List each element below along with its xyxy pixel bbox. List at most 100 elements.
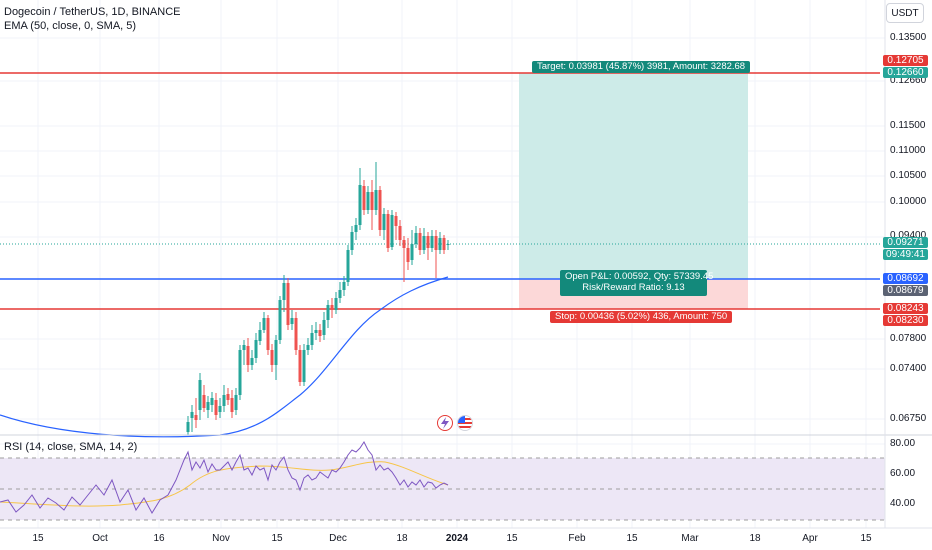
candle-body (294, 318, 298, 350)
candle-body (214, 400, 218, 415)
lightning-icon[interactable] (437, 415, 453, 431)
candle-body (434, 236, 438, 250)
price-axis-label: 0.12660 (890, 75, 927, 86)
candle-body (266, 318, 270, 350)
candle-body (302, 350, 306, 382)
candle-body (342, 282, 346, 290)
stop-line-price-tag: 0.08243 (883, 303, 928, 314)
candle-body (442, 238, 446, 250)
candle-body (254, 340, 258, 358)
candle-body (282, 283, 286, 300)
target-label[interactable]: Target: 0.03981 (45.87%) 3981, Amount: 3… (532, 61, 751, 73)
candle-body (426, 236, 430, 248)
candle-body (274, 340, 278, 365)
price-axis-label: 0.13500 (890, 32, 927, 43)
price-axis-label: 0.07400 (890, 363, 927, 374)
symbol-title[interactable]: Dogecoin / TetherUS, 1D, BINANCE (4, 6, 181, 18)
candle-body (250, 358, 254, 365)
candle-body (406, 248, 410, 262)
candle-body (338, 290, 342, 298)
candle-body (354, 225, 358, 232)
ema-value-tag: 0.08679 (883, 285, 928, 296)
price-axis-label: 0.10500 (890, 170, 927, 181)
candle-body (270, 350, 274, 365)
candle-body (238, 350, 242, 395)
time-axis-label: 15 (626, 533, 638, 544)
time-axis-label: 15 (271, 533, 283, 544)
currency-button[interactable]: USDT (886, 3, 924, 23)
candle-body (222, 395, 226, 406)
time-axis-label: Feb (568, 533, 586, 544)
candle-body (194, 415, 198, 420)
candle-body (374, 190, 378, 210)
candle-body (314, 330, 318, 333)
candle-body (350, 232, 354, 250)
price-axis-label: 0.09400 (890, 230, 927, 241)
time-axis-label: Mar (681, 533, 699, 544)
time-axis-label: 2024 (445, 533, 469, 544)
rsi-legend[interactable]: RSI (14, close, SMA, 14, 2) (4, 441, 138, 453)
candle-body (382, 214, 386, 230)
entry-line-price-tag: 0.08692 (883, 273, 928, 284)
candle-body (398, 226, 402, 240)
price-axis-label: 0.11000 (890, 145, 926, 156)
candle-body (186, 422, 190, 432)
candle-body (422, 236, 426, 250)
ema-line (0, 276, 449, 438)
price-axis-label: 0.06750 (890, 413, 927, 424)
candles (186, 162, 450, 435)
candle-body (438, 238, 442, 250)
candle-body (370, 192, 374, 210)
candle-body (258, 330, 262, 341)
candle-body (278, 300, 282, 340)
risk-reward-text: Risk/Reward Ratio: 9.13 (582, 282, 685, 293)
candle-body (334, 298, 338, 310)
candle-body (298, 350, 302, 382)
candle-body (390, 215, 394, 247)
stop-label[interactable]: Stop: 0.00436 (5.02%) 436, Amount: 750 (550, 311, 733, 323)
price-axis-label: 0.11500 (890, 120, 926, 131)
time-axis-label: Dec (329, 533, 347, 544)
candle-body (226, 394, 230, 400)
time-axis-label: 15 (860, 533, 872, 544)
target-level-price-tag: 0.12660 (883, 67, 928, 78)
target-zone[interactable] (519, 73, 748, 279)
open-pl-label[interactable]: Open P&L: 0.00592, Qty: 57339.45 Risk/Re… (560, 270, 714, 296)
candle-body (418, 233, 422, 250)
candle-body (246, 346, 250, 365)
time-axis-label: Nov (212, 533, 230, 544)
candle-body (330, 305, 334, 310)
rsi-axis-label: 40.00 (890, 498, 916, 509)
time-axis-label: 18 (396, 533, 408, 544)
candle-body (306, 345, 310, 350)
candle-body (190, 412, 194, 418)
price-axis-label: 0.07800 (890, 333, 927, 344)
candle-body (218, 406, 222, 412)
candle-body (414, 233, 418, 244)
open-pl-text: Open P&L: 0.00592, Qty: 57339.45 (565, 271, 714, 282)
candle-body (378, 190, 382, 230)
us-flag-icon[interactable] (457, 415, 473, 431)
candle-body (394, 216, 398, 226)
candle-body (310, 333, 314, 345)
time-axis-label: 18 (749, 533, 761, 544)
candle-body (358, 185, 362, 225)
countdown-tag: 09:49:41 (883, 249, 928, 260)
candle-body (346, 250, 350, 282)
current-price-tag: 0.09271 (883, 237, 928, 248)
candle-body (286, 283, 290, 325)
rsi-ma-line (0, 461, 449, 507)
ema-legend[interactable]: EMA (50, close, 0, SMA, 5) (4, 20, 137, 32)
time-axis-label: Apr (802, 533, 818, 544)
candle-body (318, 330, 322, 336)
candle-body (202, 395, 206, 408)
candle-body (362, 186, 366, 210)
candle-body (198, 380, 202, 410)
target-line-price-tag: 0.12705 (883, 55, 928, 66)
time-axis-label: 16 (153, 533, 165, 544)
candle-body (366, 192, 370, 210)
rsi-line (0, 441, 449, 515)
stop-level-price-tag: 0.08230 (883, 315, 928, 326)
time-axis-label: Oct (92, 533, 108, 544)
